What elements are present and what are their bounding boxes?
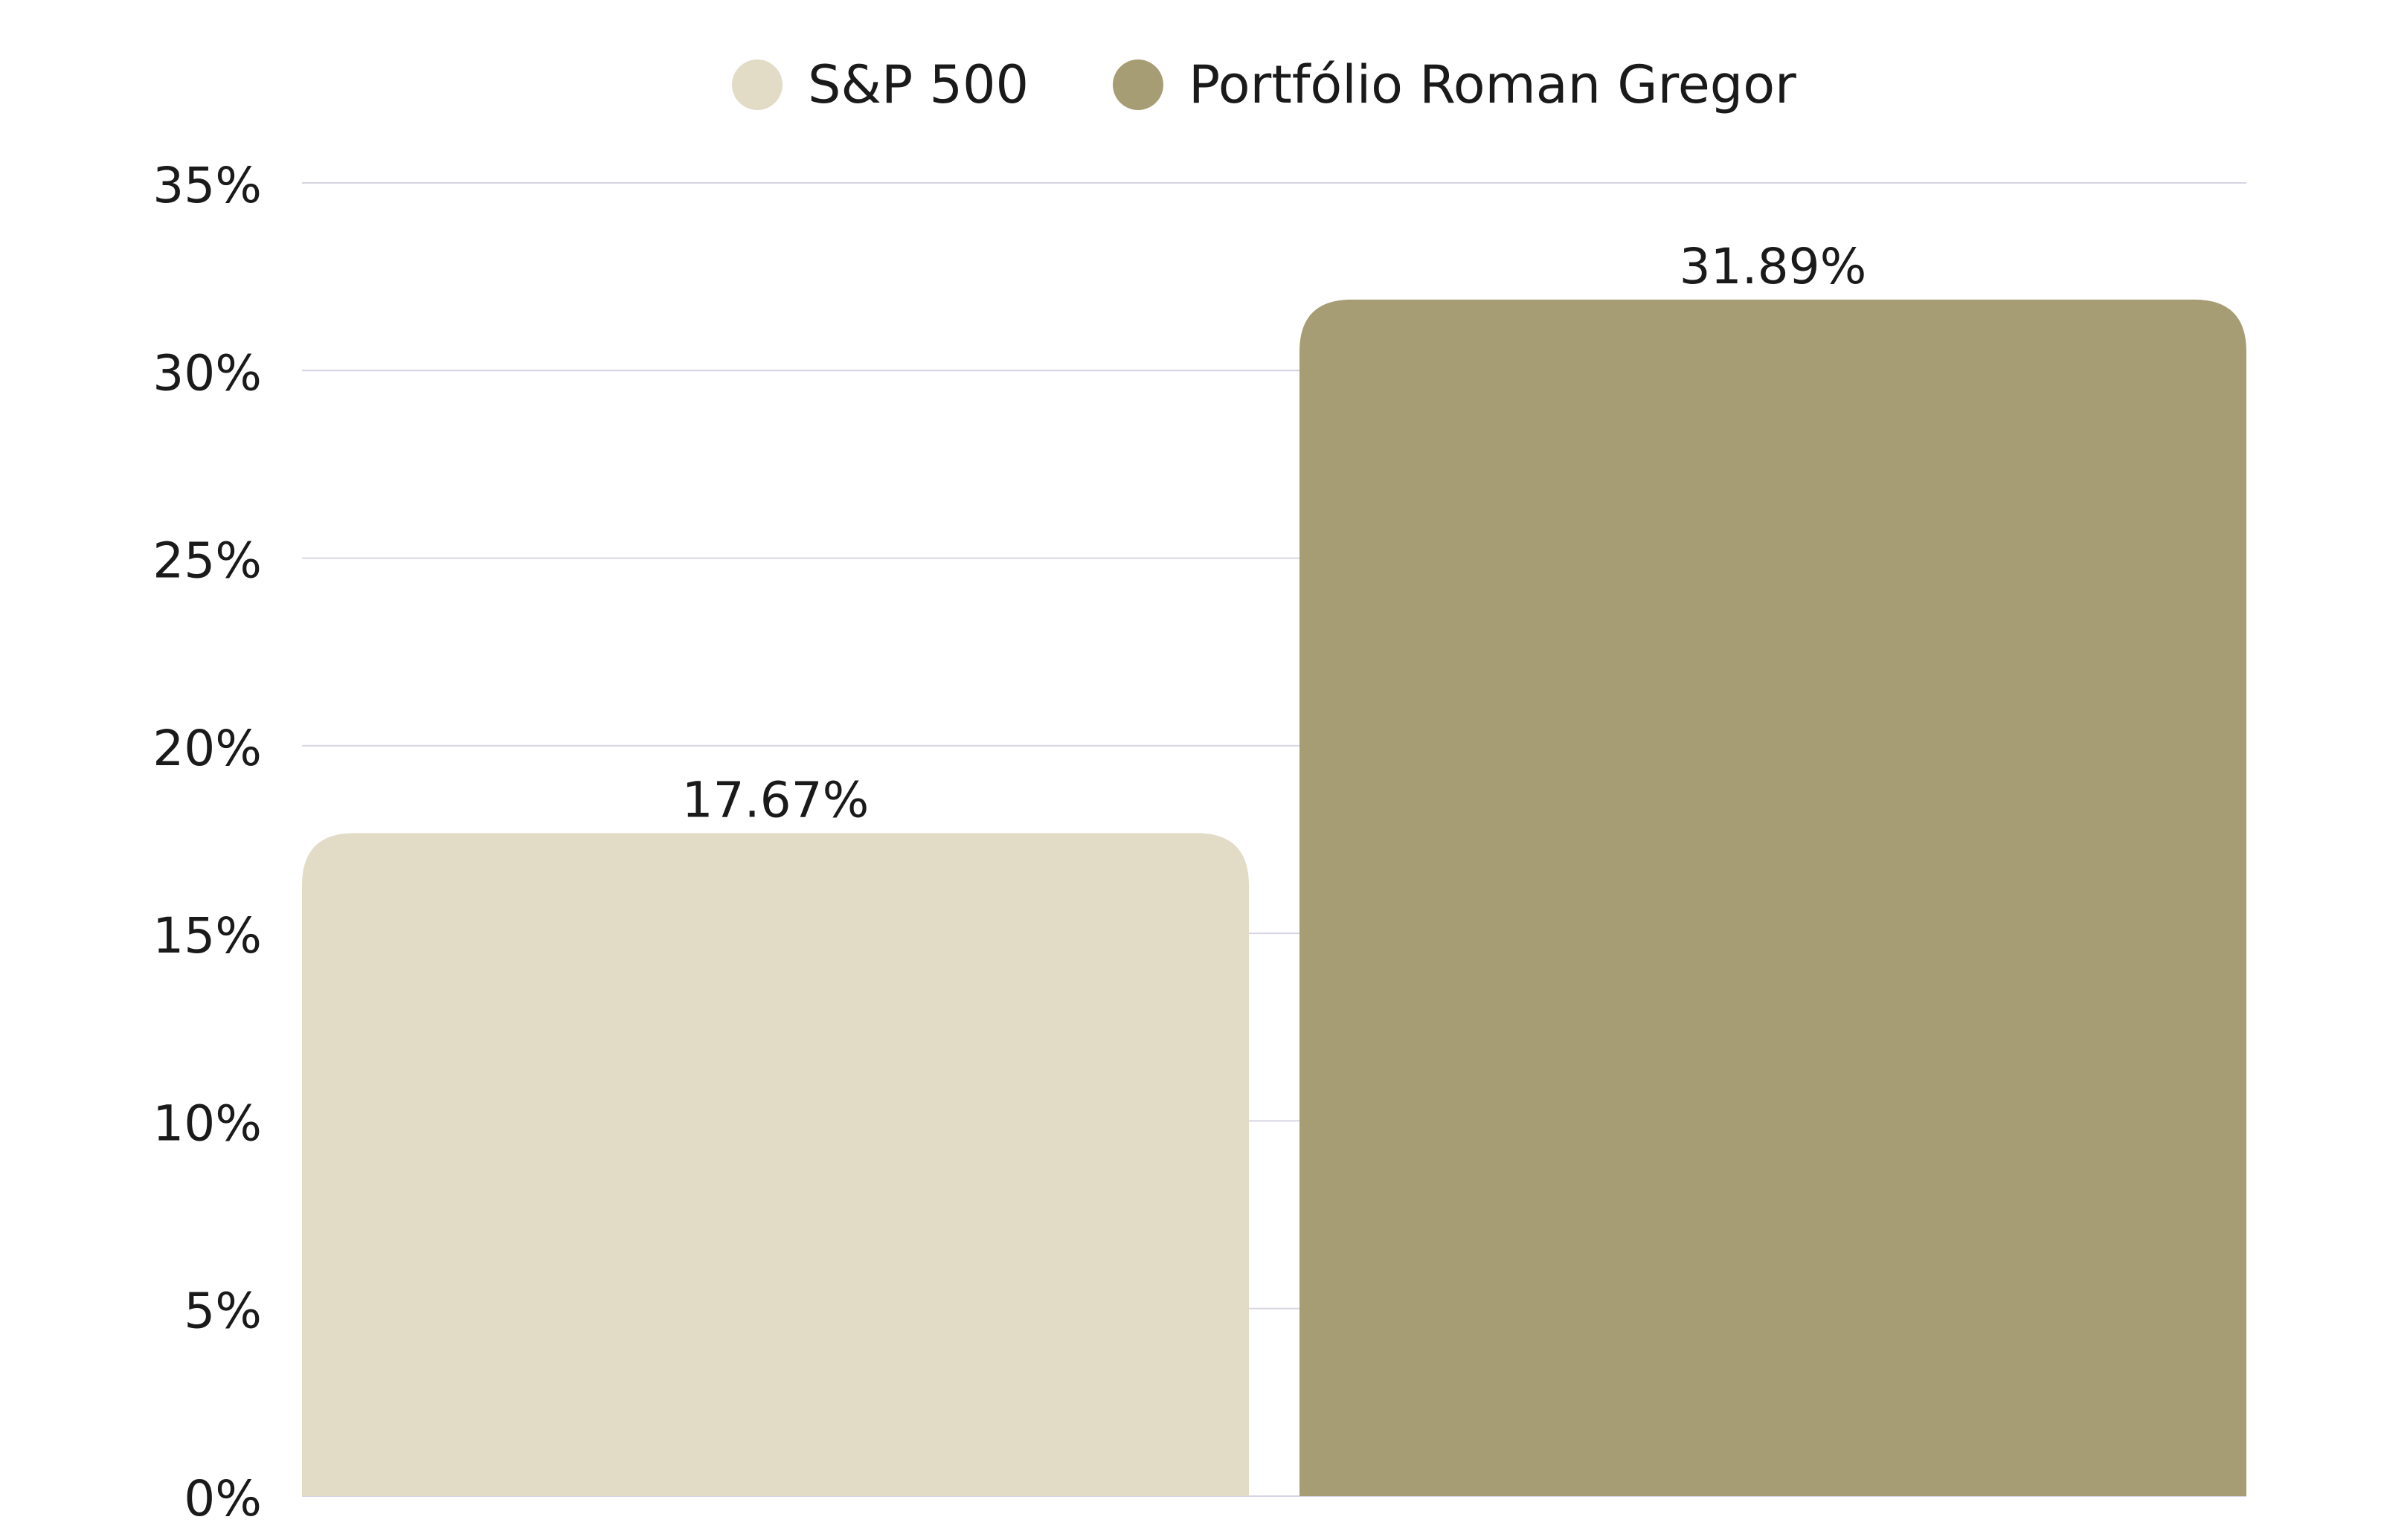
y-tick-label: 30% — [152, 344, 262, 402]
legend-swatch — [1113, 59, 1163, 110]
y-tick-label: 10% — [152, 1095, 262, 1152]
y-axis: 0% 5% 10% 15% 20% 25% 30% 35% — [152, 157, 262, 1527]
data-label: 31.89% — [1680, 238, 1867, 295]
y-tick-label: 15% — [152, 907, 262, 964]
legend-label: S&P 500 — [808, 54, 1029, 115]
legend-label: Portfólio Roman Gregor — [1189, 54, 1796, 115]
y-tick-label: 25% — [152, 532, 262, 590]
y-tick-label: 35% — [152, 157, 262, 214]
bars — [302, 299, 2246, 1496]
bar-portfolio-roman-gregor — [1299, 299, 2246, 1496]
y-tick-label: 20% — [152, 720, 262, 777]
y-tick-label: 0% — [184, 1470, 262, 1527]
y-tick-label: 5% — [184, 1283, 262, 1340]
data-label: 17.67% — [682, 771, 870, 828]
bar-sp500 — [302, 833, 1249, 1496]
data-labels: 17.67% 31.89% — [682, 238, 1867, 829]
legend: S&P 500 Portfólio Roman Gregor — [732, 54, 1796, 115]
legend-swatch — [732, 59, 783, 110]
